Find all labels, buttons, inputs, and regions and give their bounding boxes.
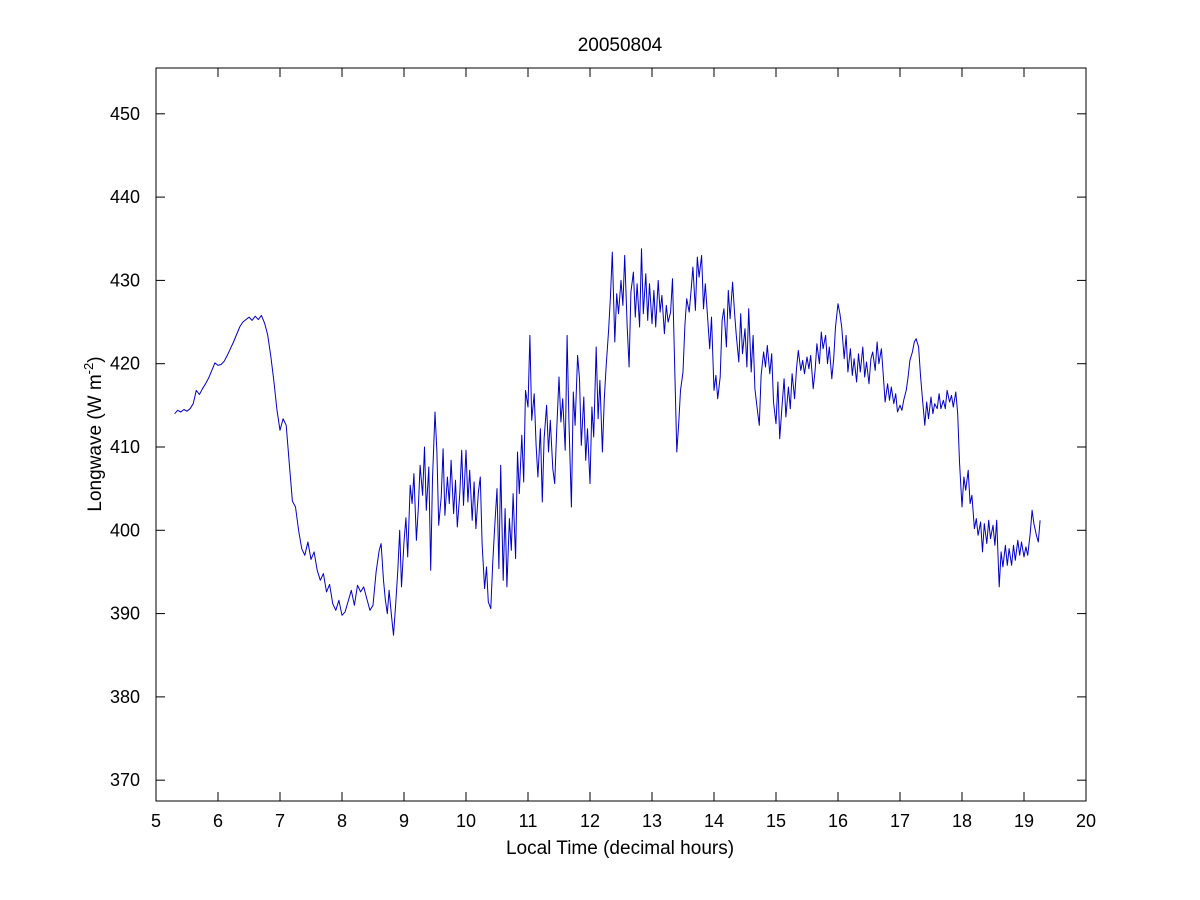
x-axis-label: Local Time (decimal hours) bbox=[506, 838, 734, 859]
series-line-0 bbox=[174, 248, 1041, 636]
x-tick-label: 13 bbox=[642, 811, 662, 831]
x-tick-label: 11 bbox=[519, 811, 538, 831]
y-tick-label: 380 bbox=[110, 687, 140, 707]
x-tick-label: 12 bbox=[580, 811, 600, 831]
x-tick-label: 8 bbox=[337, 811, 347, 831]
x-tick-label: 19 bbox=[1014, 811, 1034, 831]
y-tick-label: 420 bbox=[110, 354, 140, 374]
y-tick-label: 410 bbox=[110, 437, 140, 457]
y-tick-label: 440 bbox=[110, 187, 140, 207]
x-tick-label: 17 bbox=[890, 811, 910, 831]
y-axis-label-close: ) bbox=[85, 356, 106, 362]
x-tick-label: 20 bbox=[1076, 811, 1096, 831]
plot-area bbox=[174, 248, 1041, 636]
x-tick-label: 14 bbox=[704, 811, 724, 831]
y-axis-label-main: Longwave (W m bbox=[85, 374, 106, 511]
plot-frame bbox=[155, 67, 1087, 802]
x-tick-label: 10 bbox=[456, 811, 476, 831]
x-tick-label: 6 bbox=[213, 811, 223, 831]
chart-title: 20050804 bbox=[578, 35, 663, 56]
x-tick-label: 7 bbox=[275, 811, 285, 831]
y-tick-label: 430 bbox=[110, 270, 140, 290]
axis-ticks bbox=[155, 68, 1087, 801]
y-axis-label: Longwave (W m-2) bbox=[81, 356, 106, 511]
y-tick-label: 370 bbox=[110, 770, 140, 790]
y-tick-label: 400 bbox=[110, 520, 140, 540]
y-tick-label: 390 bbox=[110, 604, 140, 624]
x-tick-label: 5 bbox=[151, 811, 161, 831]
x-tick-label: 9 bbox=[399, 811, 409, 831]
y-tick-label: 450 bbox=[110, 104, 140, 124]
x-tick-label: 15 bbox=[766, 811, 786, 831]
x-tick-label: 16 bbox=[828, 811, 848, 831]
y-axis-label-exponent: -2 bbox=[81, 363, 96, 375]
tick-labels: 5 6 7 8 9 10 11 12 13 14 15 16 17 18 19 20 370 380 390 400 4… bbox=[110, 104, 1096, 831]
x-tick-label: 18 bbox=[952, 811, 972, 831]
